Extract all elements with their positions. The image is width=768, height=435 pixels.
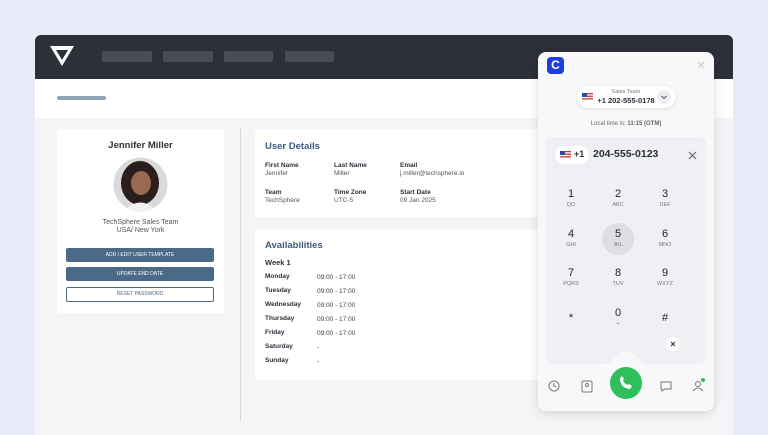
day-hours: 09:00 - 17:00 — [317, 288, 356, 295]
line-number: +1 202-555-0178 — [597, 96, 655, 105]
profile-location: USA/ New York — [116, 227, 165, 234]
key-letters: QO — [566, 202, 576, 208]
key-letters: WXYZ — [657, 281, 673, 287]
local-time-value: 11:15 (GTM) — [627, 121, 662, 127]
field-value: 09 Jan 2025 — [400, 197, 436, 204]
key-digit: 2 — [614, 188, 622, 200]
field-value: Jennifer — [265, 170, 289, 177]
key-letters: ABC — [612, 202, 624, 208]
key-letters: TUV — [612, 281, 624, 287]
dialed-number: 204-555-0123 — [593, 148, 659, 160]
local-time-label: Local time is: — [590, 121, 626, 127]
day-label: Tuesday — [265, 287, 291, 294]
day-hours: 09:00 - 17:00 — [317, 316, 356, 323]
key-digit: 4 — [567, 227, 575, 240]
dialer: C Sales Team +1 202-555-0178 Local time … — [538, 52, 714, 411]
breadcrumb — [57, 96, 106, 100]
field-value: TechSphere — [265, 197, 300, 204]
bottom-bar — [538, 352, 714, 411]
field-label: Email — [400, 162, 418, 169]
profile-card: Jennifer Miller TechSphere Sales Team US… — [57, 129, 224, 313]
section-title: User Details — [265, 141, 320, 152]
line-selector[interactable]: Sales Team +1 202-555-0178 — [577, 86, 676, 108]
key-digit: 0 — [614, 306, 622, 319]
profile-team: TechSphere Sales Team — [102, 219, 179, 226]
day-hours: - — [317, 358, 320, 365]
nav-item[interactable] — [163, 51, 213, 62]
profile-name: Jennifer Miller — [108, 140, 173, 151]
country-code: +1 — [574, 149, 585, 159]
day-hours: 09:00 - 17:00 — [317, 330, 356, 337]
key-digit: 8 — [614, 267, 622, 279]
day-hours: - — [317, 344, 320, 351]
avatar — [113, 157, 168, 212]
clear-button[interactable] — [688, 151, 697, 160]
day-label: Friday — [265, 329, 285, 336]
dialer-logo: C — [547, 57, 564, 74]
key-digit: # — [661, 311, 669, 324]
button[interactable]: ADD / EDIT USER TEMPLATE — [66, 248, 214, 262]
nav-item[interactable] — [285, 51, 334, 62]
availability-card: Availabilities Week 1 Monday 09:00 - 17:0… — [255, 229, 545, 380]
key-letters: DEF — [659, 202, 671, 208]
key-digit: 5 — [614, 227, 622, 240]
day-hours: 09:00 - 17:00 — [317, 302, 356, 309]
key-digit: 3 — [661, 188, 669, 200]
key-letters: JKL — [613, 241, 623, 248]
day-hours: 09:00 - 17:00 — [317, 274, 356, 281]
button[interactable]: RESET PASSWORD — [66, 287, 214, 302]
keypad-panel: +1 204-555-0123 1 QO 2 ABC 3 DEF 4 GHI 5 JKL 6 MNO 7… — [546, 137, 706, 364]
field-label: First Name — [265, 162, 299, 169]
field-label: Start Date — [400, 189, 431, 196]
user-details-card: User Details First Name Jennifer Last Name… — [255, 129, 545, 217]
key-digit: * — [568, 311, 574, 324]
flag — [560, 151, 571, 159]
week-label: Week 1 — [265, 258, 291, 267]
day-label: Monday — [265, 273, 290, 280]
nav-item[interactable] — [102, 51, 152, 62]
logo — [50, 46, 74, 66]
call-button[interactable] — [610, 367, 642, 399]
day-label: Saturday — [265, 343, 293, 350]
close-button[interactable] — [697, 61, 705, 69]
section-title: Availabilities — [265, 240, 323, 251]
key-letters: + — [616, 320, 620, 327]
divider — [240, 129, 241, 421]
key-letters: PQRS — [563, 281, 579, 287]
dropdown[interactable] — [657, 90, 671, 104]
key-digit: 1 — [567, 188, 575, 200]
country-picker[interactable]: +1 — [555, 146, 589, 164]
flag — [582, 93, 593, 101]
button[interactable]: UPDATE END DATE — [66, 267, 214, 281]
backspace-button[interactable] — [666, 337, 680, 351]
line-name: Sales Team — [611, 89, 641, 95]
field-value: UTC-5 — [334, 197, 354, 204]
field-label: Team — [265, 189, 282, 196]
field-value: j.miller@techsphere.io — [400, 170, 465, 177]
day-label: Wednesday — [265, 301, 302, 308]
day-label: Sunday — [265, 357, 289, 364]
nav-item[interactable] — [224, 51, 273, 62]
field-label: Time Zone — [334, 189, 367, 196]
key-letters: MNO — [658, 241, 672, 248]
key-digit: 6 — [661, 227, 669, 240]
key-highlight — [602, 222, 634, 255]
field-label: Last Name — [334, 162, 367, 169]
local-time: Local time is: 11:15 (GTM) — [538, 121, 714, 127]
key-digit: 9 — [661, 267, 669, 279]
key-digit: 7 — [567, 267, 575, 279]
key-letters: GHI — [566, 241, 576, 248]
field-value: Miller — [334, 170, 350, 177]
day-label: Thursday — [265, 315, 295, 322]
